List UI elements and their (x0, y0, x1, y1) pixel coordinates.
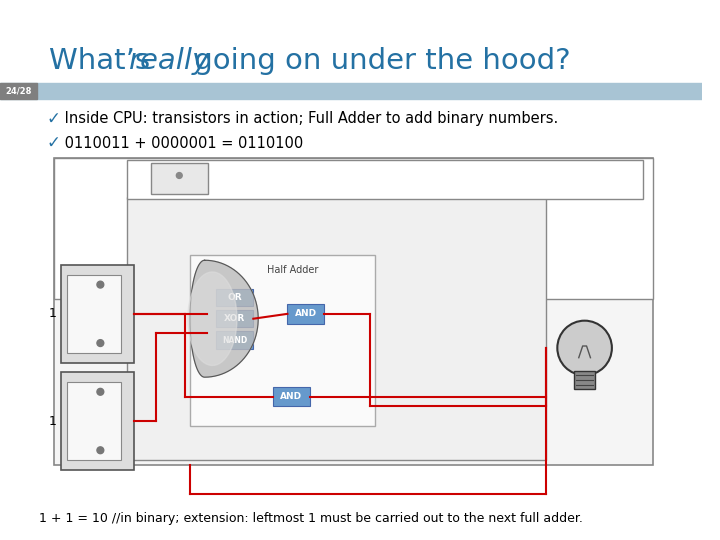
Bar (216, 288, 253, 306)
Circle shape (97, 281, 104, 288)
Bar (216, 332, 253, 349)
Text: Half Adder: Half Adder (266, 265, 318, 275)
Text: going on under the hood?: going on under the hood? (185, 46, 571, 75)
Bar (67, 382, 121, 460)
Bar (53, 158, 653, 299)
Bar (127, 160, 643, 199)
Bar (0, 83, 701, 98)
Circle shape (97, 388, 104, 395)
Bar (0, 83, 37, 98)
Bar (61, 265, 135, 362)
Bar (216, 310, 253, 327)
Circle shape (97, 340, 104, 347)
Text: NAND: NAND (222, 336, 248, 345)
Bar (67, 275, 121, 353)
Text: really: really (129, 46, 210, 75)
Text: 0110011 + 0000001 = 0110100: 0110011 + 0000001 = 0110100 (60, 136, 304, 151)
Circle shape (557, 321, 612, 375)
Bar (151, 163, 207, 194)
Polygon shape (188, 272, 237, 366)
Bar (273, 387, 310, 407)
Bar (287, 304, 325, 323)
Text: 1 + 1 = 10 //in binary; extension: leftmost 1 must be carried out to the next fu: 1 + 1 = 10 //in binary; extension: leftm… (39, 512, 583, 525)
Text: ✓: ✓ (47, 110, 60, 128)
Bar (61, 372, 135, 470)
Circle shape (97, 447, 104, 454)
Text: What’s: What’s (49, 46, 159, 75)
Text: 1: 1 (49, 307, 56, 320)
Text: AND: AND (295, 309, 317, 319)
Text: 1: 1 (49, 415, 56, 428)
Text: ✓: ✓ (47, 134, 60, 152)
Bar (53, 158, 653, 465)
Text: AND: AND (280, 392, 302, 401)
Text: XOR: XOR (224, 314, 246, 323)
Circle shape (176, 173, 182, 178)
Text: Inside CPU: transistors in action; Full Adder to add binary numbers.: Inside CPU: transistors in action; Full … (60, 111, 559, 126)
Text: 24/28: 24/28 (5, 86, 32, 95)
Text: OR: OR (228, 293, 242, 302)
Polygon shape (190, 260, 258, 377)
Bar (574, 372, 595, 389)
Bar (127, 197, 546, 460)
Bar (190, 255, 375, 426)
